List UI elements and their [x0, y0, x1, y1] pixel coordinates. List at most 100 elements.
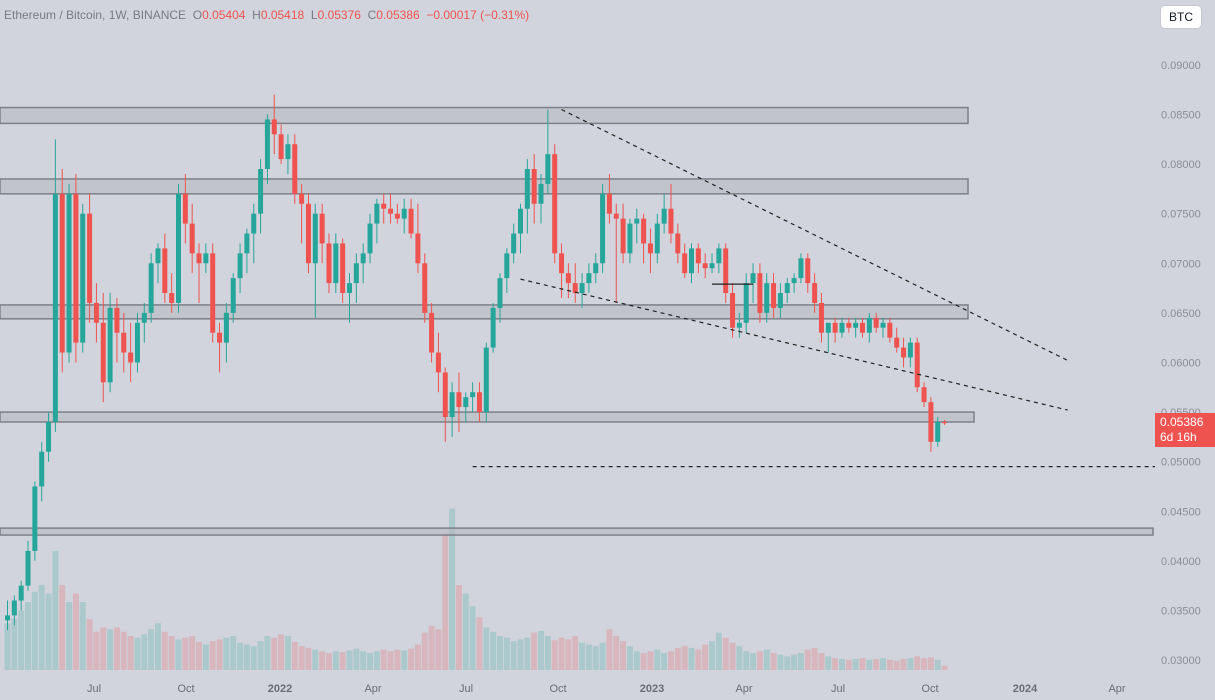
- price-tick-label: 0.04500: [1161, 506, 1201, 518]
- candle-body: [80, 213, 86, 343]
- candle-body: [907, 342, 913, 358]
- volume-bar: [640, 653, 647, 670]
- candle-body: [942, 421, 948, 424]
- volume-bar: [100, 627, 107, 670]
- volume-bar: [626, 646, 633, 670]
- candle-body: [251, 213, 257, 234]
- candle-body: [798, 258, 804, 279]
- volume-bar: [592, 646, 599, 670]
- candle-body: [518, 208, 523, 234]
- volume-bar: [182, 637, 189, 670]
- volume-bar: [907, 658, 914, 670]
- close-label: C: [367, 8, 377, 22]
- candle-body: [627, 223, 633, 254]
- candle-body: [463, 397, 469, 408]
- candle-body: [935, 421, 941, 442]
- candle-body: [504, 253, 510, 279]
- candle-body: [771, 283, 777, 308]
- price-tick-label: 0.07500: [1161, 209, 1201, 221]
- volume-bar: [524, 637, 531, 670]
- candle-body: [121, 332, 127, 353]
- candle-body: [237, 253, 243, 279]
- currency-button[interactable]: BTC: [1161, 6, 1201, 28]
- candle-body: [812, 283, 818, 303]
- candle-body: [634, 218, 640, 224]
- volume-bar: [339, 652, 346, 670]
- volume-bar: [72, 593, 79, 670]
- volume-bar: [620, 641, 627, 670]
- volume-bar: [127, 636, 134, 670]
- volume-bar: [572, 636, 579, 670]
- open-value: 0.05404: [202, 8, 246, 22]
- symbol-label: Ethereum / Bitcoin, 1W, BINANCE: [4, 8, 187, 22]
- candle-body: [210, 253, 216, 333]
- candle-body: [880, 322, 886, 328]
- candle-body: [292, 144, 298, 194]
- volume-bar: [927, 657, 934, 670]
- volume-bar: [893, 660, 900, 670]
- candle-body: [483, 347, 489, 413]
- price-zone: [0, 411, 975, 423]
- volume-bar: [79, 602, 86, 670]
- volume-bar: [763, 649, 770, 670]
- candle-body: [866, 317, 872, 333]
- volume-bar: [490, 631, 497, 670]
- trendline: [520, 278, 1068, 411]
- price-zone: [0, 178, 969, 195]
- volume-bar: [674, 647, 681, 670]
- candle-body: [456, 392, 462, 408]
- volume-bar: [633, 651, 640, 670]
- volume-bar: [859, 658, 866, 670]
- candle-body: [319, 213, 325, 244]
- candle-body: [93, 302, 99, 323]
- volume-bar: [134, 637, 141, 670]
- volume-bar: [421, 632, 428, 670]
- volume-bar: [332, 651, 339, 670]
- candle-body: [176, 193, 181, 303]
- candle-body: [66, 193, 72, 353]
- candle-body: [374, 203, 380, 224]
- candle-body: [87, 213, 93, 303]
- volume-bar: [141, 634, 148, 670]
- volume-bar: [31, 591, 38, 670]
- time-axis[interactable]: Jul Oct 2022 Apr Jul Oct 2023 Apr Jul Oct 2024 Apr: [87, 683, 1126, 695]
- candle-body: [182, 193, 188, 224]
- volume-bar: [257, 641, 264, 670]
- time-tick-label: Oct: [921, 683, 938, 695]
- volume-bar: [408, 648, 415, 670]
- price-axis[interactable]: 0.09000 0.08500 0.08000 0.07500 0.07000 0.065…: [1155, 0, 1215, 700]
- candle-body: [347, 283, 352, 294]
- candle-body: [593, 263, 599, 274]
- volume-bar: [4, 623, 11, 670]
- open-label: O: [192, 8, 203, 22]
- candle-body: [695, 248, 701, 264]
- volume-bar: [558, 637, 565, 670]
- price-tick-label: 0.07000: [1161, 258, 1201, 270]
- high-label: H: [252, 8, 261, 22]
- candle-body: [128, 352, 134, 363]
- volume-bar: [791, 654, 798, 670]
- time-tick-label: 2023: [640, 683, 664, 695]
- volume-bar: [934, 659, 941, 670]
- volume-bar: [380, 649, 387, 670]
- candle-body: [750, 273, 756, 284]
- volume-bar: [565, 639, 572, 670]
- candle-body: [832, 322, 838, 333]
- volume-bar: [880, 658, 887, 670]
- candle-body: [5, 615, 10, 621]
- volume-bar: [722, 637, 729, 670]
- volume-bar: [503, 637, 510, 670]
- volume-bars: [4, 508, 948, 670]
- candle-body: [442, 372, 448, 418]
- support-resistance-zones: [0, 106, 1154, 536]
- volume-bar: [107, 629, 114, 670]
- candle-body: [846, 322, 852, 328]
- candle-body: [100, 322, 106, 383]
- volume-bar: [886, 659, 893, 670]
- candle-body: [641, 218, 647, 244]
- volume-bar: [921, 658, 928, 670]
- candle-body: [675, 233, 681, 254]
- candle-body: [278, 134, 284, 160]
- price-tick-label: 0.08500: [1161, 109, 1201, 121]
